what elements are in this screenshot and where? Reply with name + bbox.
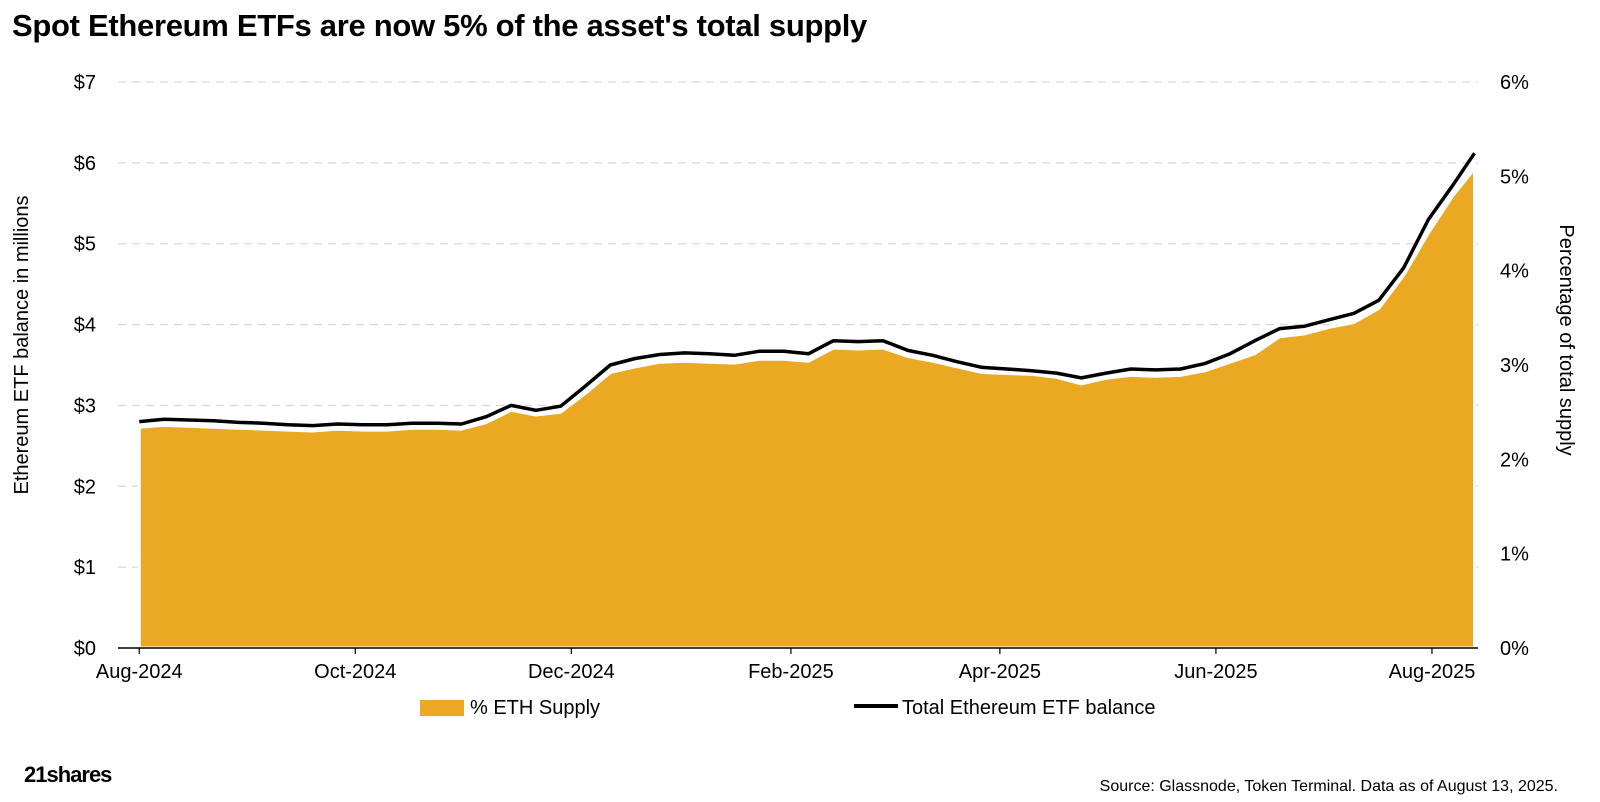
y-axis-right: 0% 1% 2% 3% 4% 5% 6% bbox=[1500, 72, 1529, 660]
y-left-tick-label: $2 bbox=[74, 476, 96, 498]
y-right-tick-label: 1% bbox=[1500, 544, 1529, 566]
y-right-tick-label: 6% bbox=[1500, 72, 1529, 94]
legend-swatch-area bbox=[420, 700, 464, 716]
x-axis: Aug-2024 Oct-2024 Dec-2024 Feb-2025 Apr-2025… bbox=[96, 647, 1478, 683]
x-tick-label: Feb-2025 bbox=[748, 661, 834, 683]
legend: % ETH Supply Total Ethereum ETF balance bbox=[420, 697, 1155, 719]
y-left-tick-label: $1 bbox=[74, 557, 96, 579]
y-right-tick-label: 5% bbox=[1500, 166, 1529, 188]
y-left-tick-label: $7 bbox=[74, 72, 96, 94]
y-right-tick-label: 3% bbox=[1500, 355, 1529, 377]
y-right-tick-label: 2% bbox=[1500, 449, 1529, 471]
plot-area bbox=[137, 152, 1476, 650]
y-axis-left: $0 $1 $2 $3 $4 $5 $6 $7 bbox=[74, 72, 96, 660]
legend-label-line: Total Ethereum ETF balance bbox=[902, 697, 1155, 719]
y-left-tick-label: $3 bbox=[74, 395, 96, 417]
chart-title: Spot Ethereum ETFs are now 5% of the ass… bbox=[12, 8, 868, 43]
series-area-eth-supply bbox=[137, 167, 1476, 650]
y-right-tick-label: 0% bbox=[1500, 638, 1529, 660]
y-left-tick-label: $0 bbox=[74, 638, 96, 660]
y-axis-right-title: Percentage of total supply bbox=[1555, 224, 1577, 455]
x-tick-label: Jun-2025 bbox=[1174, 661, 1257, 683]
y-left-tick-label: $4 bbox=[74, 315, 96, 337]
x-tick-label: Dec-2024 bbox=[528, 661, 615, 683]
y-axis-left-title: Ethereum ETF balance in millions bbox=[11, 195, 33, 494]
source-note: Source: Glassnode, Token Terminal. Data … bbox=[1099, 778, 1558, 795]
x-tick-label: Aug-2024 bbox=[96, 661, 183, 683]
x-tick-label: Aug-2025 bbox=[1389, 661, 1476, 683]
legend-label-area: % ETH Supply bbox=[470, 697, 600, 719]
y-left-tick-label: $6 bbox=[74, 153, 96, 175]
y-left-tick-label: $5 bbox=[74, 234, 96, 256]
series-line-etf-balance bbox=[139, 152, 1476, 428]
x-tick-label: Apr-2025 bbox=[959, 661, 1041, 683]
y-right-tick-label: 4% bbox=[1500, 261, 1529, 283]
brand-logo: 21shares bbox=[24, 762, 112, 787]
x-tick-label: Oct-2024 bbox=[314, 661, 396, 683]
